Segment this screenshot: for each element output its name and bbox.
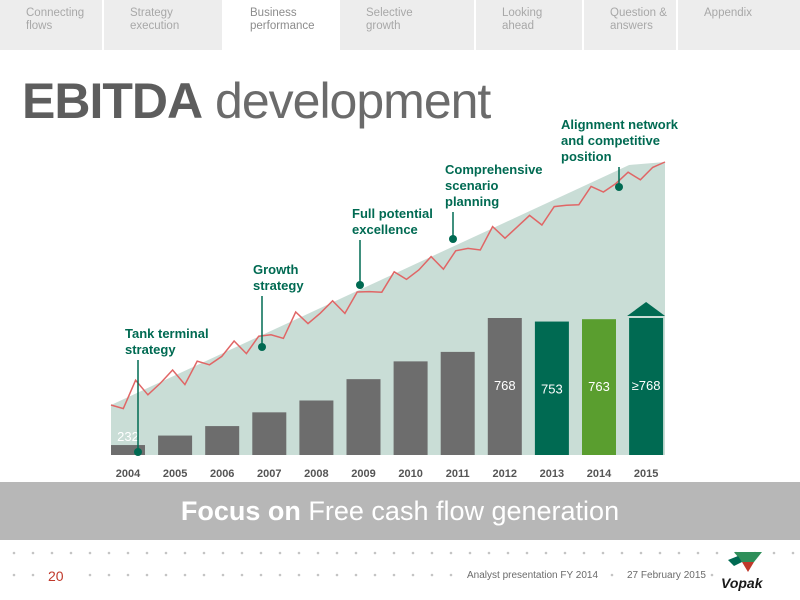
annotation-dot-3 <box>356 281 364 289</box>
bar-label-2012: 768 <box>494 378 516 393</box>
bar-2006 <box>205 426 240 455</box>
tick-label-2012: 2012 <box>493 468 517 480</box>
annotation-2-line-2: strategy <box>253 278 304 293</box>
annotation-4-line-1: Comprehensive <box>445 162 543 177</box>
tick-label-2011: 2011 <box>446 468 470 480</box>
page-number: 20 <box>48 568 64 584</box>
tick-label-2015: 2015 <box>634 468 658 480</box>
annotation-1-line-2: strategy <box>125 342 176 357</box>
tick-label-2006: 2006 <box>210 468 234 480</box>
bar-2014 <box>582 319 616 455</box>
tick-label-2008: 2008 <box>304 468 328 480</box>
bar-2012 <box>487 318 522 455</box>
annotation-3-line-2: excellence <box>352 222 418 237</box>
tab-connecting-flows[interactable]: Connecting flows <box>0 0 104 50</box>
tab-looking-ahead[interactable]: Looking ahead <box>476 0 584 50</box>
bar-2010 <box>393 361 428 455</box>
banner-bold: Focus on <box>180 496 301 526</box>
vopak-logo <box>728 552 762 572</box>
page-title-bold: EBITDA <box>22 73 203 129</box>
tick-label-2010: 2010 <box>398 468 422 480</box>
tick-label-2007: 2007 <box>257 468 281 480</box>
tab-business-performance[interactable]: Business performance <box>224 0 340 50</box>
top-navigation: Connecting flows Strategy execution Busi… <box>0 0 800 50</box>
annotation-dot-5 <box>615 183 623 191</box>
tick-label-2005: 2005 <box>163 468 187 480</box>
tab-question-answers[interactable]: Question & answers <box>584 0 678 50</box>
presentation-title: Analyst presentation FY 2014 <box>467 570 599 581</box>
bar-2015 <box>629 318 664 455</box>
bar-2009 <box>346 379 381 455</box>
growth-arrow <box>627 302 666 316</box>
page-title-normal: development <box>215 73 491 129</box>
bar-label-2015: ≥768 <box>632 378 661 393</box>
trend-area <box>111 162 665 455</box>
vopak-logo-text: Vopak <box>721 575 763 591</box>
annotation-4-line-2: scenario <box>445 178 499 193</box>
tick-label-2004: 2004 <box>116 468 141 480</box>
tab-selective-growth[interactable]: Selective growth <box>340 0 476 50</box>
annotation-5-line-2: and competitive <box>561 133 660 148</box>
bar-2004 <box>111 445 145 455</box>
presentation-date: 27 February 2015 <box>627 570 706 581</box>
bar-2005 <box>158 435 193 455</box>
tab-appendix[interactable]: Appendix <box>678 0 800 50</box>
annotation-5-line-1: Alignment network <box>561 117 679 132</box>
bar-2007 <box>252 412 287 455</box>
focus-banner: Focus on Free cash flow generation <box>0 482 800 540</box>
trend-line <box>110 161 666 410</box>
page-title: EBITDA development <box>22 72 491 130</box>
annotation-4-line-3: planning <box>445 194 499 209</box>
footer-dots <box>12 551 795 577</box>
bar-2011 <box>440 351 475 455</box>
bar-2013 <box>534 321 569 455</box>
annotation-2-line-1: Growth <box>253 262 299 277</box>
bar-label-2004: 232 <box>117 429 139 444</box>
annotation-dot-4 <box>449 235 457 243</box>
tick-label-2009: 2009 <box>351 468 375 480</box>
annotation-dot-1 <box>134 448 142 456</box>
bar-2008 <box>299 400 334 455</box>
annotation-3-line-1: Full potential <box>352 206 433 221</box>
annotation-5-line-3: position <box>561 149 612 164</box>
annotation-dot-2 <box>258 343 266 351</box>
annotation-1-line-1: Tank terminal <box>125 326 209 341</box>
banner-text: Free cash flow generation <box>300 496 620 526</box>
tick-label-2013: 2013 <box>540 468 564 480</box>
tick-label-2014: 2014 <box>587 468 612 480</box>
tab-strategy-execution[interactable]: Strategy execution <box>104 0 224 50</box>
bar-label-2014: 763 <box>588 379 610 394</box>
bar-label-2013: 753 <box>541 382 563 397</box>
